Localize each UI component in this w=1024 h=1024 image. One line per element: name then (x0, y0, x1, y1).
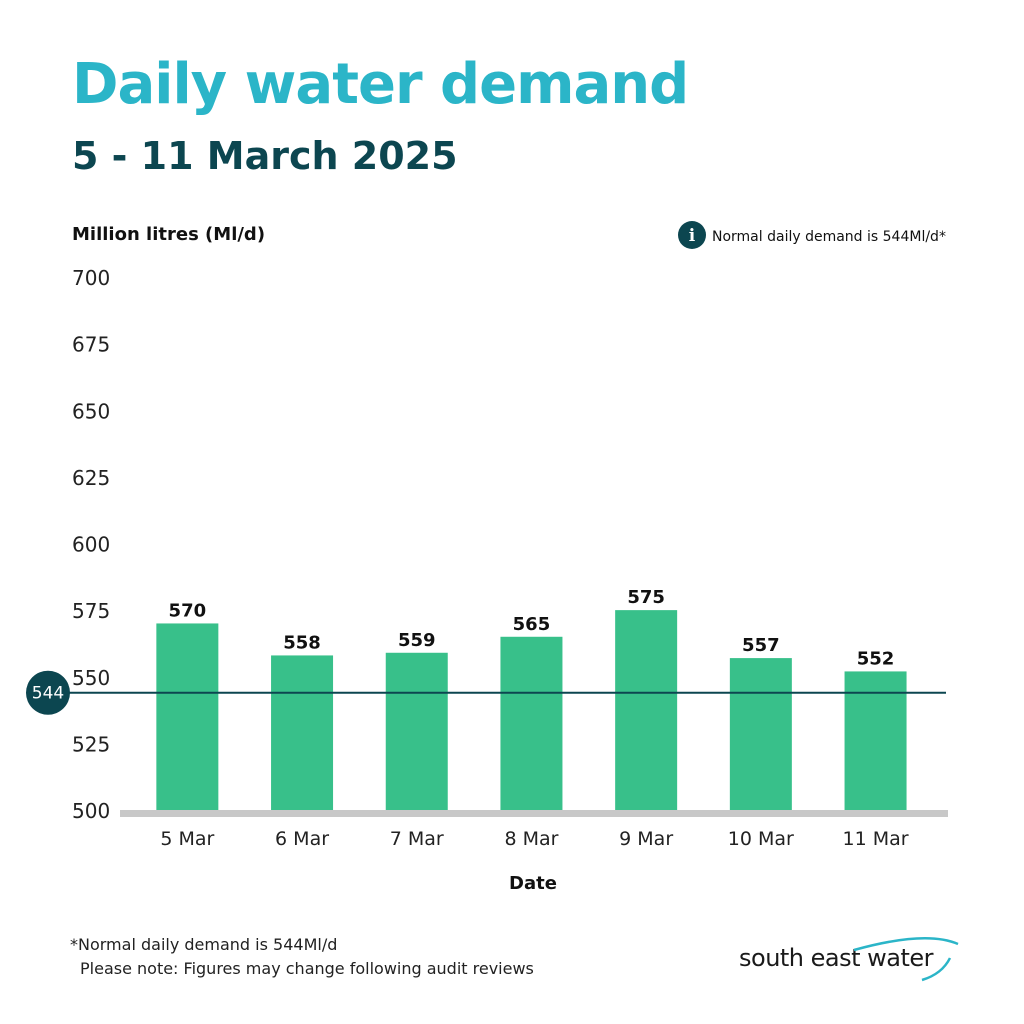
footer-note-line1: *Normal daily demand is 544Ml/d (70, 935, 338, 954)
bars (156, 610, 907, 810)
y-axis-ticks: 500 525 550 575 600 625 650 675 700 (72, 266, 110, 823)
south-east-water-logo: south east water (736, 930, 966, 986)
page-subtitle: 5 - 11 March 2025 (72, 134, 458, 178)
x-tick-label: 10 Mar (728, 828, 794, 850)
y-tick-label: 650 (72, 399, 110, 423)
page-title: Daily water demand (72, 52, 689, 117)
bar (500, 636, 563, 810)
x-tick-label: 7 Mar (390, 828, 444, 850)
bar (844, 671, 907, 810)
y-tick-label: 575 (72, 599, 110, 623)
x-tick-label: 11 Mar (843, 828, 909, 850)
bar-value-label: 557 (742, 635, 780, 656)
bar-value-label: 559 (398, 630, 436, 651)
y-tick-label: 625 (72, 466, 110, 490)
bar-value-label: 575 (627, 587, 665, 608)
y-tick-label: 550 (72, 666, 110, 690)
bar (615, 610, 678, 810)
reference-legend: i Normal daily demand is 544Ml/d* (678, 221, 946, 249)
x-tick-label: 6 Mar (275, 828, 329, 850)
footer-note: *Normal daily demand is 544Ml/d Please n… (70, 933, 534, 981)
y-tick-label: 500 (72, 799, 110, 823)
info-icon-glyph: i (689, 226, 696, 246)
bar (271, 655, 334, 810)
y-tick-label: 525 (72, 732, 110, 756)
logo-text: south east water (739, 944, 934, 972)
x-axis-baseline (120, 810, 948, 817)
y-axis-title: Million litres (Ml/d) (72, 224, 265, 245)
bar-value-label: 565 (513, 614, 551, 635)
logo-swoosh-icon (853, 937, 959, 982)
x-tick-label: 8 Mar (504, 828, 558, 850)
y-tick-label: 600 (72, 533, 110, 557)
y-tick-label: 675 (72, 333, 110, 357)
bar (385, 652, 448, 810)
info-icon (678, 221, 706, 249)
bar (729, 658, 792, 810)
bar (156, 623, 219, 810)
reference-line-marker (26, 670, 70, 715)
x-tick-label: 9 Mar (619, 828, 673, 850)
x-tick-label: 5 Mar (160, 828, 214, 850)
y-tick-label: 700 (72, 266, 110, 290)
bar-value-label: 558 (283, 632, 321, 653)
x-axis-ticks: 5 Mar 6 Mar 7 Mar 8 Mar 9 Mar 10 Mar 11 Mar (160, 828, 908, 850)
footer-note-line2: Please note: Figures may change followin… (80, 959, 534, 978)
reference-legend-text: Normal daily demand is 544Ml/d* (712, 229, 946, 245)
reference-line-label: 544 (32, 684, 64, 704)
x-axis-title: Date (509, 873, 557, 894)
bar-value-label: 570 (169, 600, 207, 621)
value-labels: 570 558 559 565 575 557 552 (169, 587, 895, 669)
bar-value-label: 552 (857, 648, 895, 669)
